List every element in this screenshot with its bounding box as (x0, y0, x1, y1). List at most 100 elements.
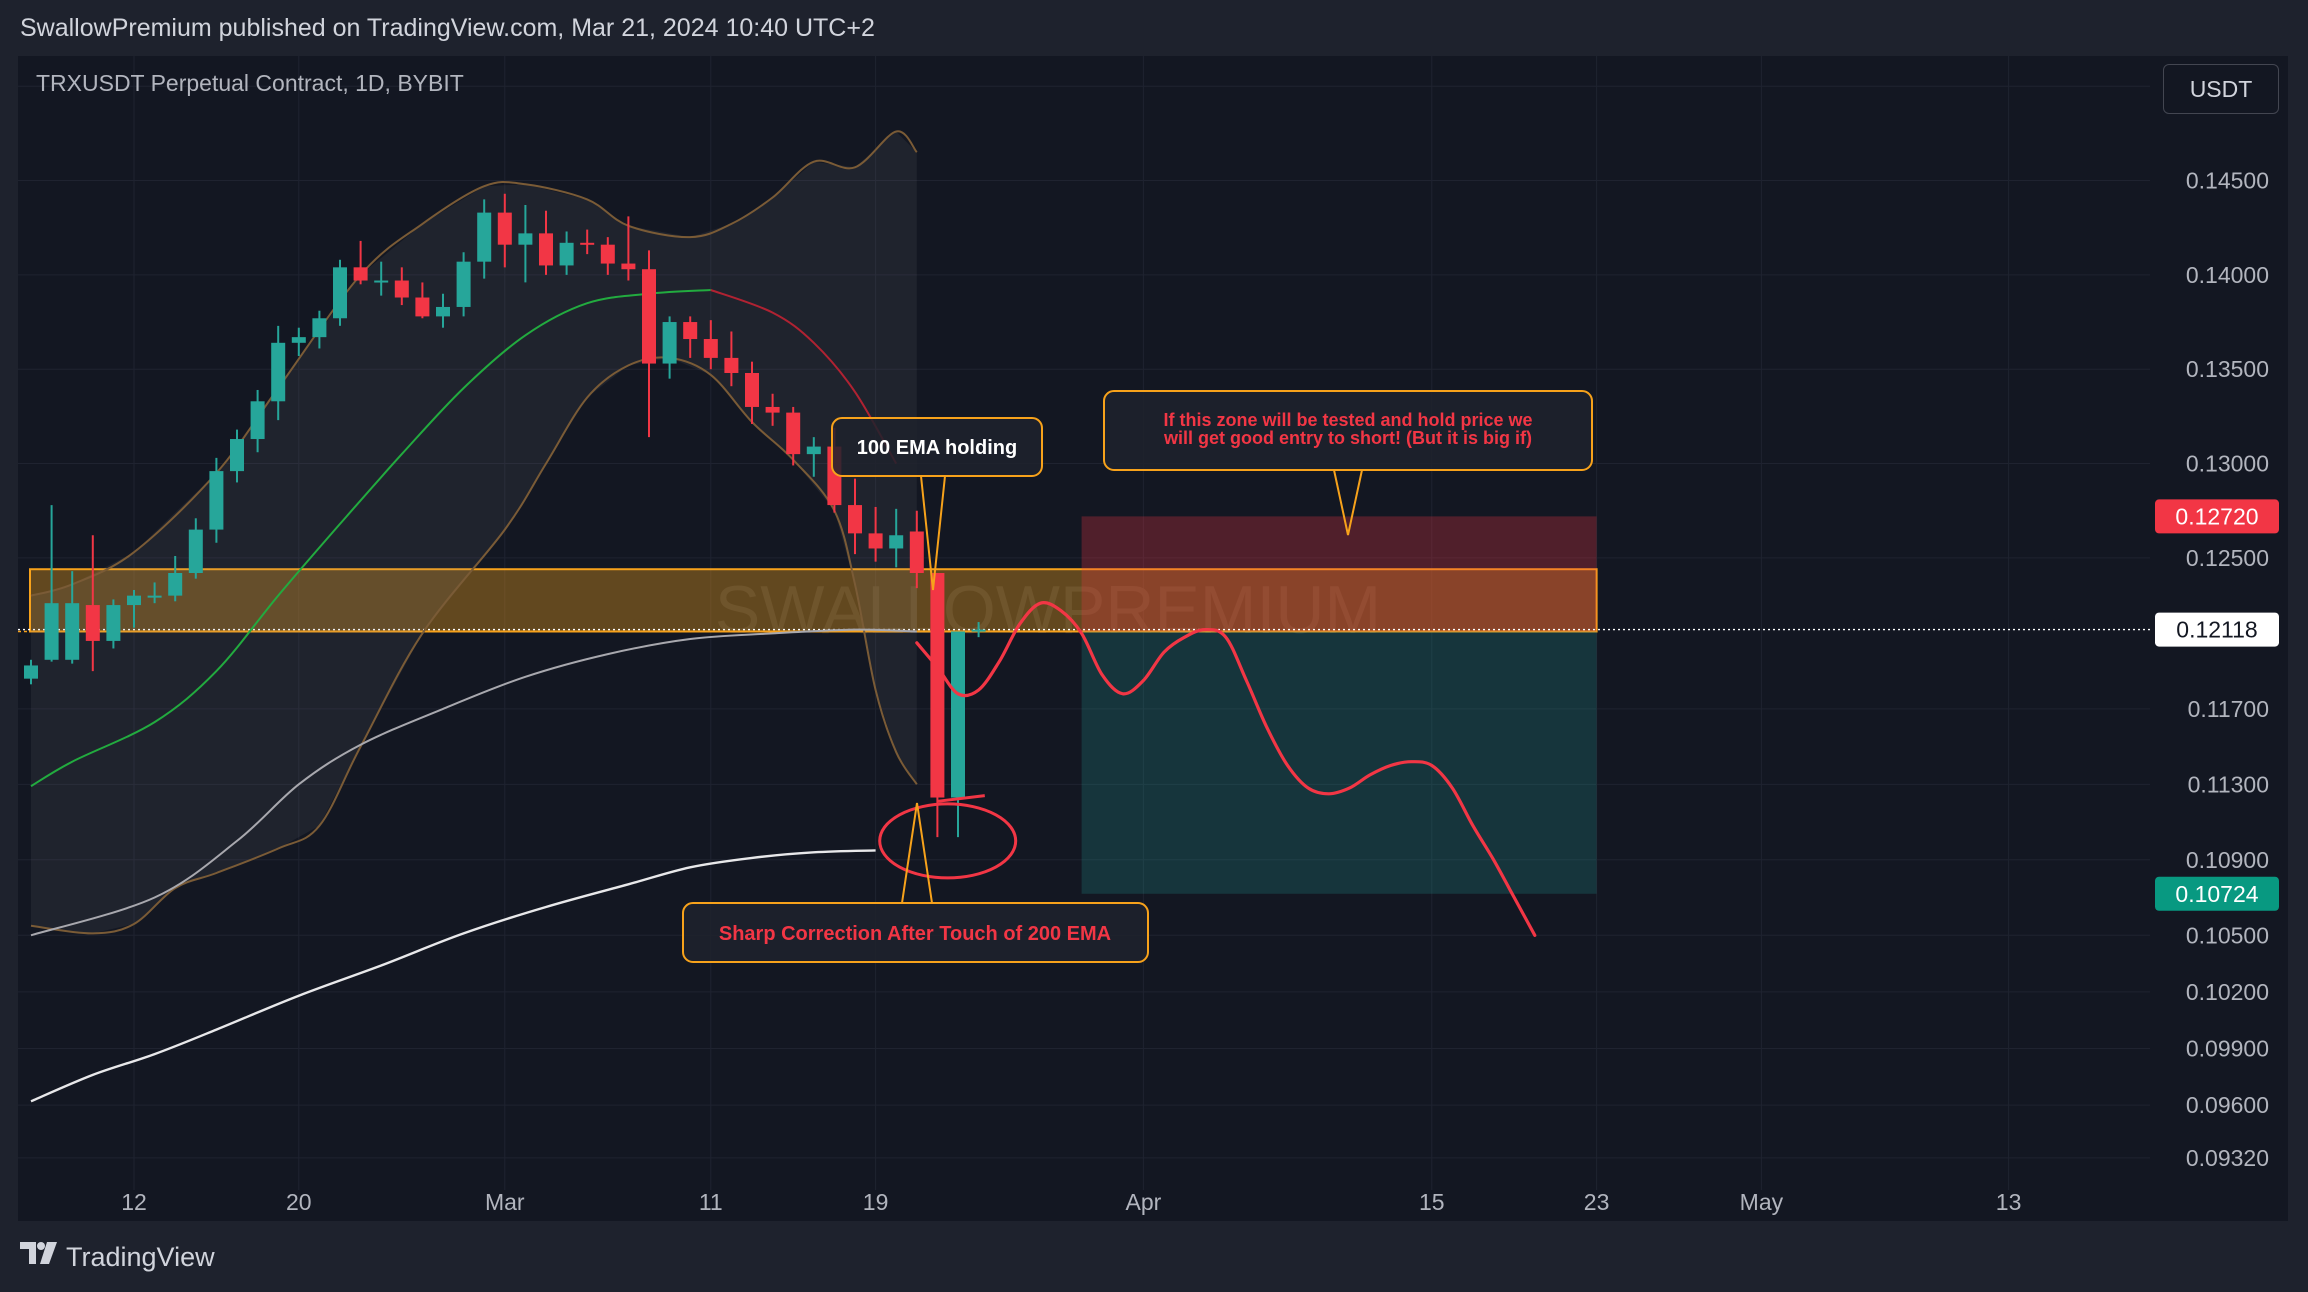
price-label-text: 0.12118 (2176, 617, 2257, 643)
callout-box (1103, 390, 1593, 471)
candle-body (930, 572, 945, 798)
candle-body (127, 595, 141, 606)
candle-body (291, 337, 306, 343)
ema-green-line (30, 289, 711, 788)
candle-body (621, 263, 636, 270)
projection-path (915, 601, 1537, 937)
candle-body (24, 665, 38, 679)
short-stop-zone (1081, 516, 1597, 632)
candle-body (477, 212, 492, 262)
chart-pane[interactable] (18, 56, 2288, 1221)
price-tick-label: 0.11700 (2188, 696, 2269, 722)
candle-body (580, 242, 595, 245)
candle-body (971, 629, 986, 632)
price-label-badge (2155, 612, 2279, 647)
time-tick-label: 23 (1584, 1189, 1610, 1215)
callout-box (682, 902, 1149, 963)
time-tick-label: 15 (1419, 1189, 1445, 1215)
candle-body (85, 605, 100, 641)
candle-body (230, 439, 244, 472)
tradingview-logo-icon[interactable] (20, 1240, 60, 1266)
grid-lines (18, 56, 2150, 1190)
candle-body (518, 233, 533, 245)
candle-body (415, 297, 430, 317)
time-tick-label: 11 (699, 1189, 723, 1215)
zones-layer (18, 516, 2150, 894)
candle-body (271, 342, 286, 402)
price-label-text: 0.12720 (2175, 503, 2258, 529)
candle-body (745, 372, 759, 407)
time-tick-label: Mar (485, 1189, 525, 1215)
price-axis[interactable]: 0.150000.145000.140000.135000.130000.125… (2150, 56, 2288, 1221)
candle-body (209, 471, 224, 530)
ema-200-line (30, 849, 876, 1103)
candle-body (250, 401, 265, 440)
time-tick-label: 20 (286, 1189, 312, 1215)
price-tick-label: 0.10200 (2186, 979, 2269, 1005)
candle-body (848, 505, 862, 534)
candle-body (539, 233, 553, 266)
candles-layer (24, 193, 986, 838)
price-tick-label: 0.11300 (2188, 771, 2269, 797)
price-tick-label: 0.12500 (2186, 545, 2269, 571)
callout-text-line: If this zone will be tested and hold pri… (1163, 410, 1532, 430)
candle-body (889, 535, 904, 549)
short-target-zone (1081, 631, 1597, 894)
candle-body (703, 339, 718, 358)
candle-body (333, 267, 347, 319)
time-tick-label: 12 (121, 1189, 147, 1215)
callout-text-line: will get good entry to short! (But it is… (1163, 428, 1532, 448)
time-tick-label: May (1740, 1189, 1784, 1215)
candle-body (806, 446, 821, 455)
candle-body (909, 531, 924, 573)
currency-button[interactable]: USDT (2163, 64, 2279, 114)
published-info: SwallowPremium published on TradingView.… (20, 14, 875, 42)
price-tick-label: 0.13000 (2186, 451, 2269, 477)
price-tick-label: 0.09900 (2186, 1035, 2269, 1061)
callout-box (831, 417, 1043, 477)
candle-body (724, 357, 739, 373)
candle-body (559, 242, 574, 266)
drawings-layer (878, 601, 1537, 937)
candle-body (683, 322, 698, 340)
candle-body (951, 631, 965, 798)
candle-body (662, 322, 677, 364)
bollinger-lower-line (30, 356, 918, 935)
watermark: SWALLOWPREMIUM (715, 572, 1381, 648)
time-tick-label: 13 (1996, 1189, 2022, 1215)
candle-body (65, 603, 80, 660)
candle-body (168, 572, 183, 596)
callout-pointer (901, 802, 933, 904)
bollinger-upper-line (30, 130, 918, 597)
candle-body (456, 261, 471, 307)
footer-bar (0, 1221, 2308, 1292)
candle-body (106, 605, 121, 641)
candle-body (312, 318, 327, 338)
symbol-title: TRXUSDT Perpetual Contract, 1D, BYBIT (36, 70, 464, 96)
price-label-badge (2155, 499, 2279, 534)
publish-header: SwallowPremium published on TradingView.… (0, 0, 2308, 56)
price-tick-label: 0.09320 (2186, 1145, 2269, 1171)
candle-body (147, 595, 162, 598)
annotations-layer: 100 EMA holding If this zone will be test… (682, 390, 1593, 963)
highlight-circle (878, 802, 1018, 880)
callout-text: 100 EMA holding (857, 437, 1017, 459)
price-tick-label: 0.10500 (2186, 922, 2269, 948)
callout-pointer (920, 475, 946, 591)
price-label-badge (2155, 876, 2279, 911)
time-axis[interactable]: 12 20 Mar 11 19 Apr 15 23 May 13 (18, 1189, 2150, 1221)
tradingview-brand[interactable]: TradingView (66, 1242, 215, 1272)
candle-body (786, 412, 801, 455)
price-tick-label: 0.13500 (2186, 356, 2269, 382)
price-label-text: 0.10724 (2175, 881, 2258, 907)
candle-body (497, 212, 512, 245)
candle-body (394, 280, 409, 298)
price-tick-label: 0.14000 (2186, 262, 2269, 288)
bollinger-band-fill (31, 131, 917, 934)
time-tick-label: Apr (1126, 1189, 1162, 1215)
price-tick-label: 0.10900 (2186, 847, 2269, 873)
candle-body (600, 244, 615, 264)
time-axis-bg (18, 1190, 2150, 1221)
candle-body (436, 306, 450, 317)
